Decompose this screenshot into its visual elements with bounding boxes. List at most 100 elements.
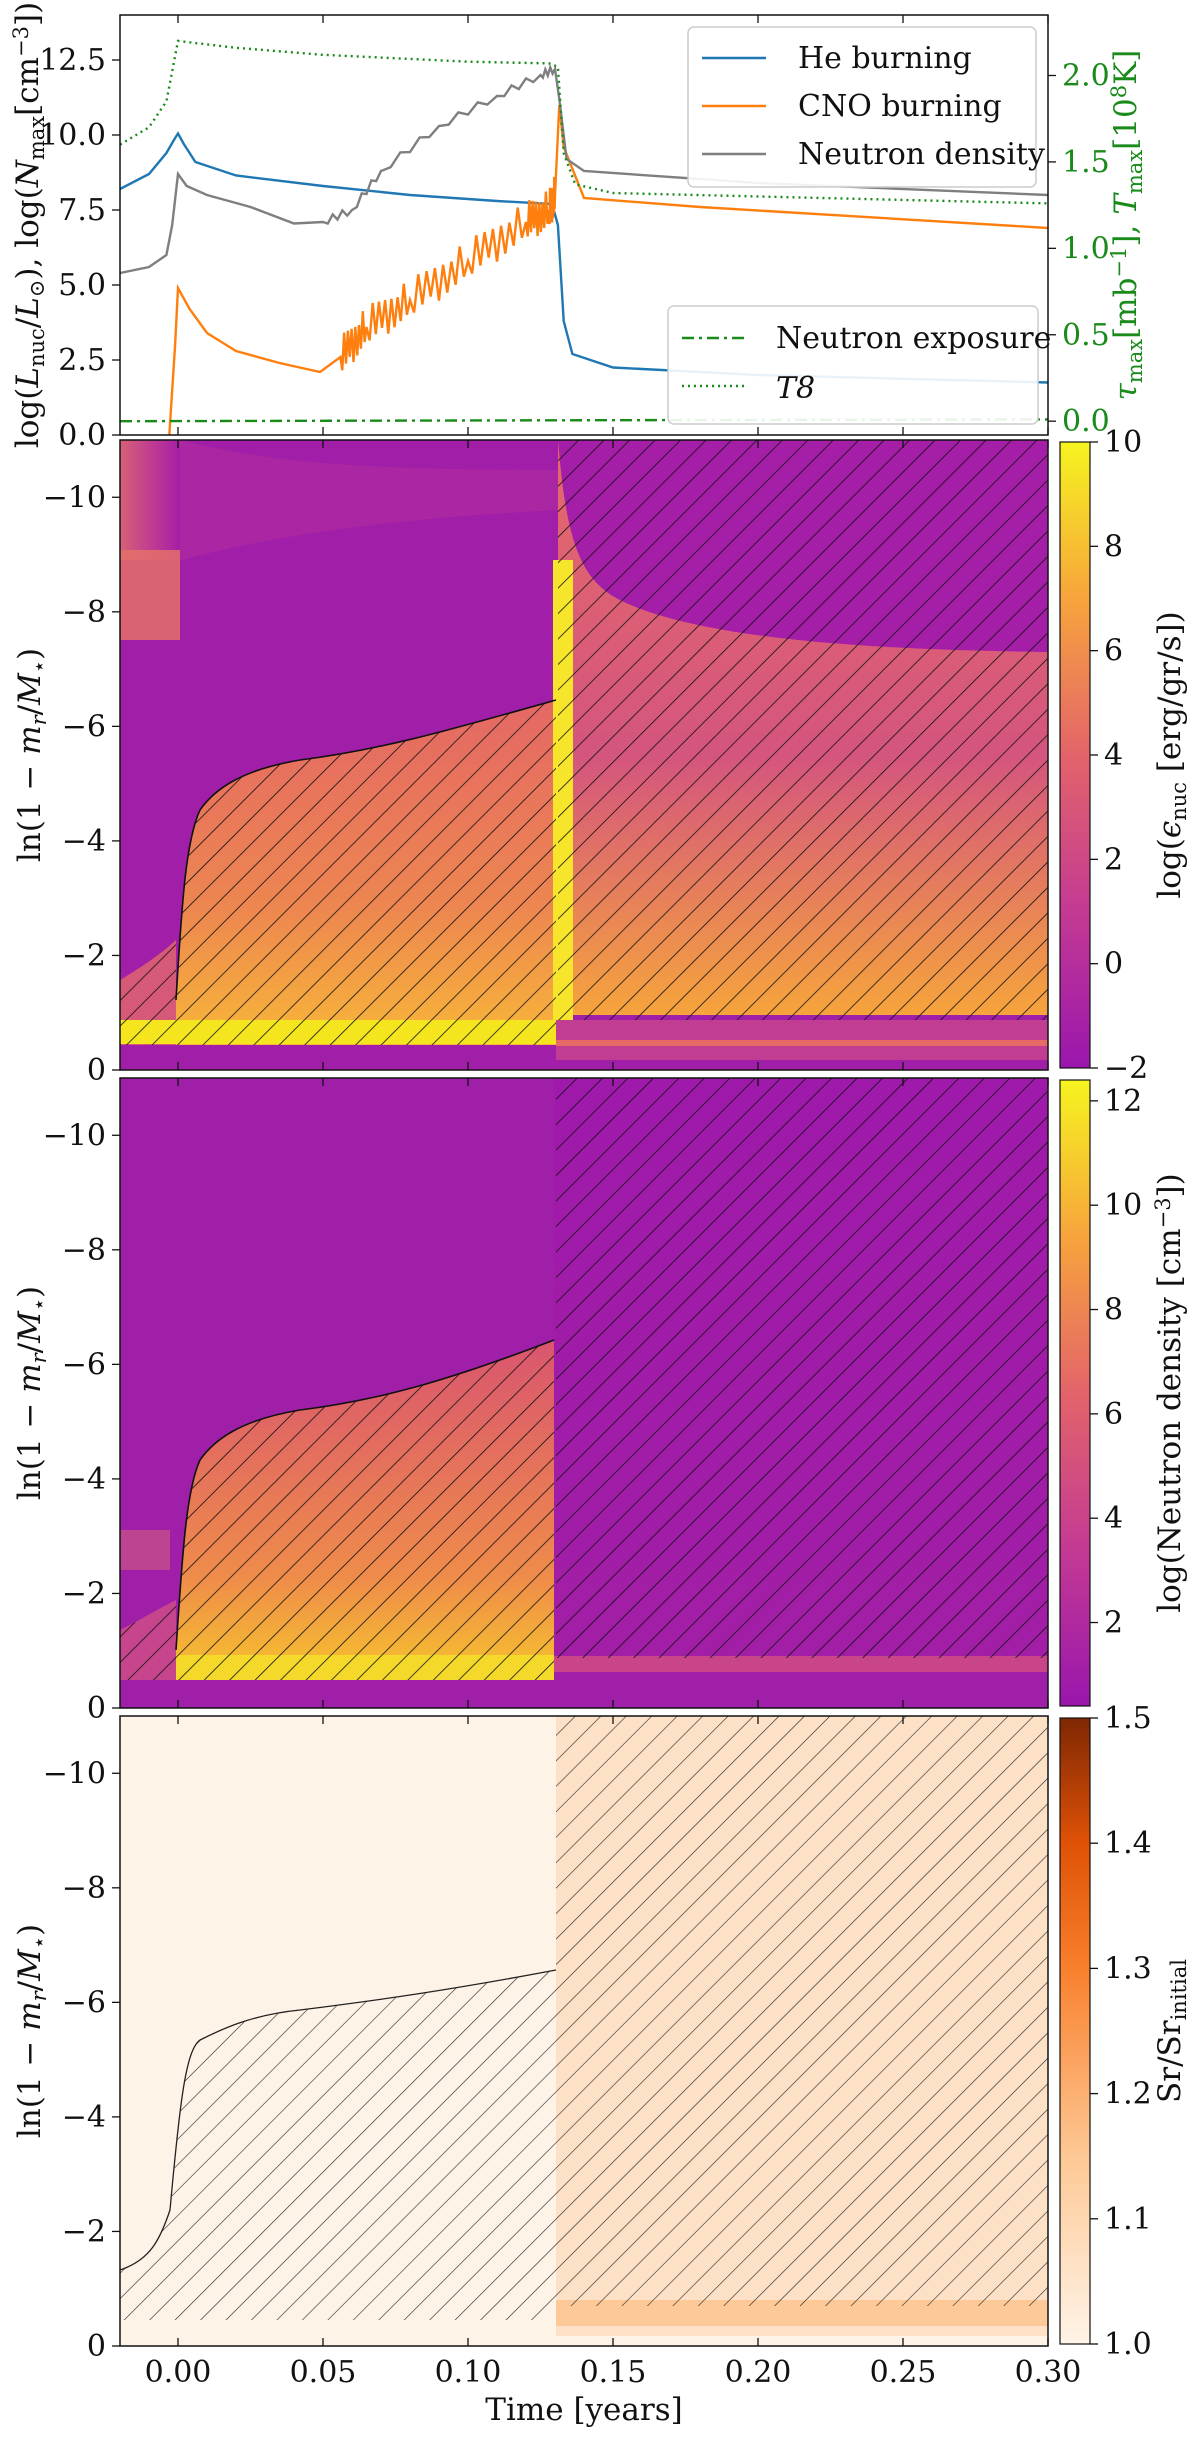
sr-ytick-label: −10 (43, 1756, 106, 1791)
energy-envelope-band (120, 550, 180, 640)
sr-cbtick-label: 1.1 (1104, 2202, 1152, 2237)
top-ytick-right-label: 1.5 (1062, 145, 1110, 180)
energy-cbtick-label: 4 (1104, 738, 1123, 773)
sr-colorbar (1059, 1717, 1091, 2345)
sr-ytick-label: −2 (62, 2214, 106, 2249)
panel-luminosity: 0.0 2.5 5.0 7.5 10.0 12.5 0.0 0.5 1.0 1.5 2.0 log… (9, 2, 1147, 453)
sr-hatch-intershell (120, 1970, 556, 2320)
energy-cbtick-label: 6 (1104, 634, 1123, 669)
legend-neutron-label: Neutron density (798, 137, 1045, 172)
neutron-cbtick-label: 6 (1104, 1397, 1123, 1432)
neutron-ytick-label: 0 (87, 1691, 106, 1726)
top-ytick-right-label: 0.5 (1062, 318, 1110, 353)
energy-cbtick-label: 10 (1104, 425, 1142, 460)
neutron-ytick-label: −8 (62, 1233, 106, 1268)
neutron-hatch-post (556, 1078, 1048, 1658)
energy-colorbar-label: log(ϵnuc [erg/gr/s]) (1152, 611, 1191, 898)
sr-cbtick-label: 1.5 (1104, 1701, 1152, 1736)
x-tick-label: 0.15 (580, 2355, 647, 2390)
energy-ylabel: ln(1 − mr/M⋆) (12, 648, 51, 862)
neutron-hatch-intershell (176, 1340, 554, 1680)
panel-energy-heatmap: 0 −2 −4 −6 −8 −10 ln(1 − mr/M⋆) −2 0 2 4 6 8 10 log… (12, 425, 1191, 1088)
sr-ytick-label: −8 (62, 1871, 106, 1906)
sr-cbtick-label: 1.3 (1104, 1951, 1152, 1986)
energy-cbtick-label: −2 (1104, 1051, 1148, 1086)
neutron-cbtick-label: 4 (1104, 1501, 1123, 1536)
sr-ylabel: ln(1 − mr/M⋆) (12, 1924, 51, 2138)
sr-cbtick-label: 1.4 (1104, 1826, 1152, 1861)
neutron-ytick-label: −2 (62, 1576, 106, 1611)
energy-cbtick-label: 8 (1104, 529, 1123, 564)
neutron-ylabel: ln(1 − mr/M⋆) (12, 1286, 51, 1500)
x-tick-label: 0.30 (1015, 2355, 1082, 2390)
neutron-post-shell (554, 1656, 1048, 1672)
neutron-ytick-label: −4 (62, 1462, 106, 1497)
top-ytick-label: 0.0 (58, 418, 106, 453)
sr-boundary-curve (119, 1969, 557, 2271)
sr-hatch-post (556, 1716, 1048, 2306)
top-ytick-right-label: 0.0 (1062, 404, 1110, 439)
legend-lower: Neutron exposure T8 (667, 305, 1051, 425)
energy-ytick-label: −4 (62, 824, 106, 859)
energy-boundary-curve (175, 699, 557, 1001)
top-ytick-label: 2.5 (58, 343, 106, 378)
x-axis-title: Time [years] (485, 2392, 682, 2428)
energy-cbtick-label: 0 (1104, 947, 1123, 982)
sr-ytick-label: −6 (62, 1985, 106, 2020)
neutron-cbtick-label: 8 (1104, 1293, 1123, 1328)
ylabel-right: τmax[mb−1], Tmax[108K] (1107, 50, 1147, 401)
legend-t8-label: T8 (776, 371, 815, 406)
energy-hatch-post (558, 440, 1048, 1020)
legend-he-label: He burning (798, 41, 972, 76)
neutron-ytick-label: −10 (43, 1118, 106, 1153)
sr-frame (119, 1715, 1049, 2347)
energy-ytick-label: 0 (87, 1053, 106, 1088)
sr-ytick-label: 0 (87, 2329, 106, 2364)
panel-sr-heatmap: 0 −2 −4 −6 −8 −10 0.00 0.05 0.10 0.15 0.20 0.25 0.3… (12, 1701, 1191, 2428)
x-tick-label: 0.20 (725, 2355, 792, 2390)
top-ytick-label: 12.5 (39, 43, 106, 78)
neutron-cbtick-label: 2 (1104, 1606, 1123, 1641)
energy-colorbar (1059, 441, 1091, 1069)
sr-cbtick-label: 1.0 (1104, 2327, 1152, 2362)
top-ytick-right-label: 2.0 (1062, 58, 1110, 93)
neutron-cbtick-label: 12 (1104, 1084, 1142, 1119)
panel-luminosity-frame (119, 14, 1049, 436)
x-tick-label: 0.05 (290, 2355, 357, 2390)
neutron-boundary-curve (175, 1339, 555, 1651)
energy-frame (119, 439, 1049, 1071)
ylabel-left: log(Lnuc/L⊙), log(Nmax[cm−3]) (9, 2, 49, 448)
sr-cbtick-label: 1.2 (1104, 2077, 1152, 2112)
neutron-hatch-prepulse (120, 1600, 176, 1680)
neutron-colorbar-label: log(Neutron density [cm−3]) (1151, 1173, 1188, 1613)
neutron-cbtick-label: 10 (1104, 1188, 1142, 1223)
energy-hatch-intershell (176, 700, 556, 1045)
top-ytick-label: 7.5 (58, 193, 106, 228)
legend-upper: He burning CNO burning Neutron density (687, 26, 1045, 188)
neutron-blob (120, 1530, 170, 1570)
legend-exposure-label: Neutron exposure (776, 321, 1051, 356)
sr-ytick-label: −4 (62, 2100, 106, 2135)
series-neutron-exposure-line (119, 418, 1049, 423)
energy-ytick-label: −2 (62, 938, 106, 973)
energy-haze-upper (180, 440, 560, 560)
series-cno-burning-line (168, 104, 1049, 436)
top-ytick-label: 10.0 (39, 118, 106, 153)
energy-cbtick-label: 2 (1104, 842, 1123, 877)
top-ytick-right-label: 1.0 (1062, 231, 1110, 266)
neutron-frame (119, 1077, 1049, 1709)
energy-ytick-label: −8 (62, 595, 106, 630)
energy-ytick-label: −10 (43, 480, 106, 515)
energy-base-shell (556, 1040, 1048, 1046)
legend-upper-box (687, 26, 1037, 188)
energy-ytick-label: −6 (62, 709, 106, 744)
neutron-ytick-label: −6 (62, 1347, 106, 1382)
legend-cno-label: CNO burning (798, 89, 1002, 124)
x-tick-label: 0.00 (145, 2355, 212, 2390)
neutron-colorbar (1059, 1079, 1091, 1707)
energy-hatch-prepulse (120, 940, 176, 1045)
sr-colorbar-label: Sr/Srinitial (1152, 1959, 1191, 2103)
energy-envelope-haze (120, 440, 180, 560)
legend-lower-box (667, 305, 1039, 425)
